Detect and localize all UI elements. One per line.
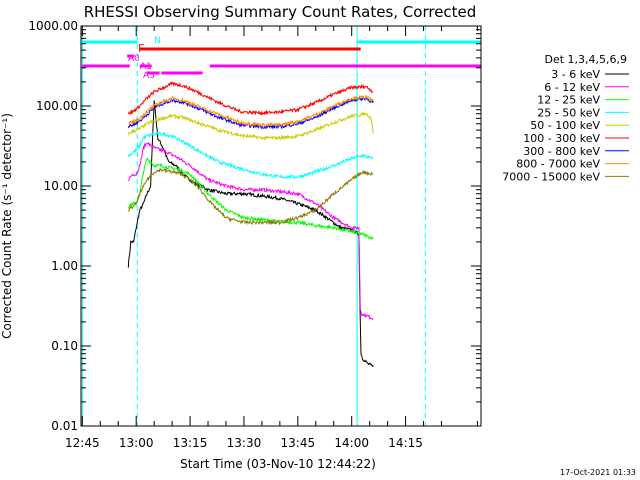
legend-entry-label: 800 - 7000 keV: [516, 158, 600, 171]
y-tick-label: 1.00: [51, 259, 78, 273]
y-tick-label: 0.01: [51, 419, 78, 433]
x-tick-label: 13:00: [119, 436, 154, 450]
legend-entry-label: 3 - 6 keV: [551, 68, 600, 81]
chart-title: RHESSI Observing Summary Count Rates, Co…: [84, 3, 477, 21]
annotation-bar-label: A0: [128, 54, 140, 64]
y-tick-label: 0.10: [51, 339, 78, 353]
series-line: [127, 157, 374, 240]
legend-title: Det 1,3,4,5,6,9: [544, 53, 627, 66]
legend-entry-label: 25 - 50 keV: [537, 106, 600, 119]
legend-entry-label: 50 - 100 keV: [530, 119, 600, 132]
footer-timestamp: 17-Oct-2021 01:33: [560, 468, 636, 477]
series-line: [128, 141, 374, 321]
y-tick-label: 100.00: [36, 99, 78, 113]
x-tick-label: 12:45: [65, 436, 100, 450]
annotation-bar-label: A1: [140, 62, 152, 72]
series-line: [127, 100, 374, 368]
x-axis: 12:45 13:00 13:15 13:30 13:45 14:00 14:15: [65, 26, 478, 450]
y-axis-label: Corrected Count Rate (s⁻¹ detector⁻¹): [0, 113, 14, 339]
plot-lines: [81, 26, 426, 426]
x-tick-label: 13:30: [227, 436, 262, 450]
x-tick-label: 13:15: [173, 436, 208, 450]
y-tick-label: 10.00: [44, 179, 78, 193]
x-tick-label: 13:45: [281, 436, 316, 450]
legend-entry-label: 12 - 25 keV: [537, 94, 600, 107]
legend-entry-label: 6 - 12 keV: [544, 81, 600, 94]
series-line: [127, 80, 374, 117]
y-axis: 1000.00 100.00 10.00 1.00 0.10 0.01: [28, 19, 481, 433]
legend-entry-label: 100 - 300 keV: [523, 132, 600, 145]
legend-entry-label: 7000 - 15000 keV: [502, 170, 600, 183]
plot-frame: [80, 25, 482, 427]
series-group: [127, 80, 374, 368]
annotation-bar-label: A3: [143, 71, 155, 81]
annotation-bar-label: N: [154, 36, 161, 46]
series-line: [128, 94, 374, 128]
series-line: [127, 167, 374, 226]
y-tick-label: 1000.00: [28, 19, 78, 33]
legend-entry-label: 300 - 800 keV: [523, 145, 600, 158]
x-tick-label: 14:15: [388, 436, 423, 450]
annotation-bar-label: F: [138, 42, 144, 55]
series-line: [127, 131, 374, 180]
series-line: [127, 96, 374, 130]
x-tick-label: 14:00: [334, 436, 369, 450]
x-axis-label: Start Time (03-Nov-10 12:44:22): [180, 457, 376, 471]
series-line: [127, 112, 374, 141]
